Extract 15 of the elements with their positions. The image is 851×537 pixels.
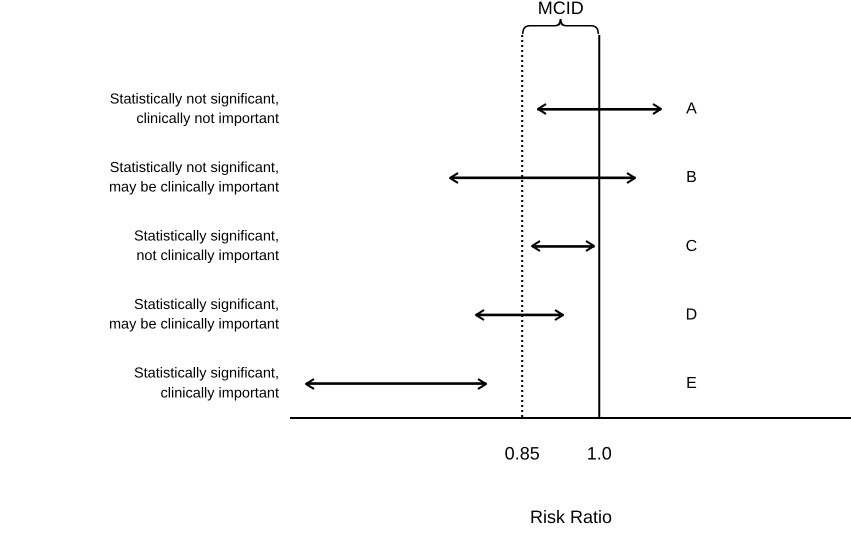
y-tick-label: Statistically significant, not clinically important bbox=[134, 228, 279, 264]
annotation: C bbox=[686, 238, 698, 255]
text: MCID bbox=[538, 0, 584, 18]
x-tick-label: 1.0 bbox=[586, 444, 612, 464]
annotation: B bbox=[686, 169, 697, 186]
x-axis-title: Risk Ratio bbox=[530, 507, 612, 528]
x-tick-label: 0.85 bbox=[504, 444, 540, 464]
y-tick-label: Statistically not significant, may be clinically important bbox=[108, 160, 279, 196]
y-tick-label: Statistically not significant, clinically not important bbox=[110, 91, 279, 128]
annotation: D bbox=[686, 306, 698, 324]
y-tick-label: Statistically significant, clinically important bbox=[134, 366, 279, 402]
annotation: A bbox=[686, 100, 698, 118]
annotation: E bbox=[686, 374, 697, 392]
bar bbox=[306, 382, 487, 385]
y-tick-label: Statistically significant, may be clinically important bbox=[108, 297, 279, 333]
